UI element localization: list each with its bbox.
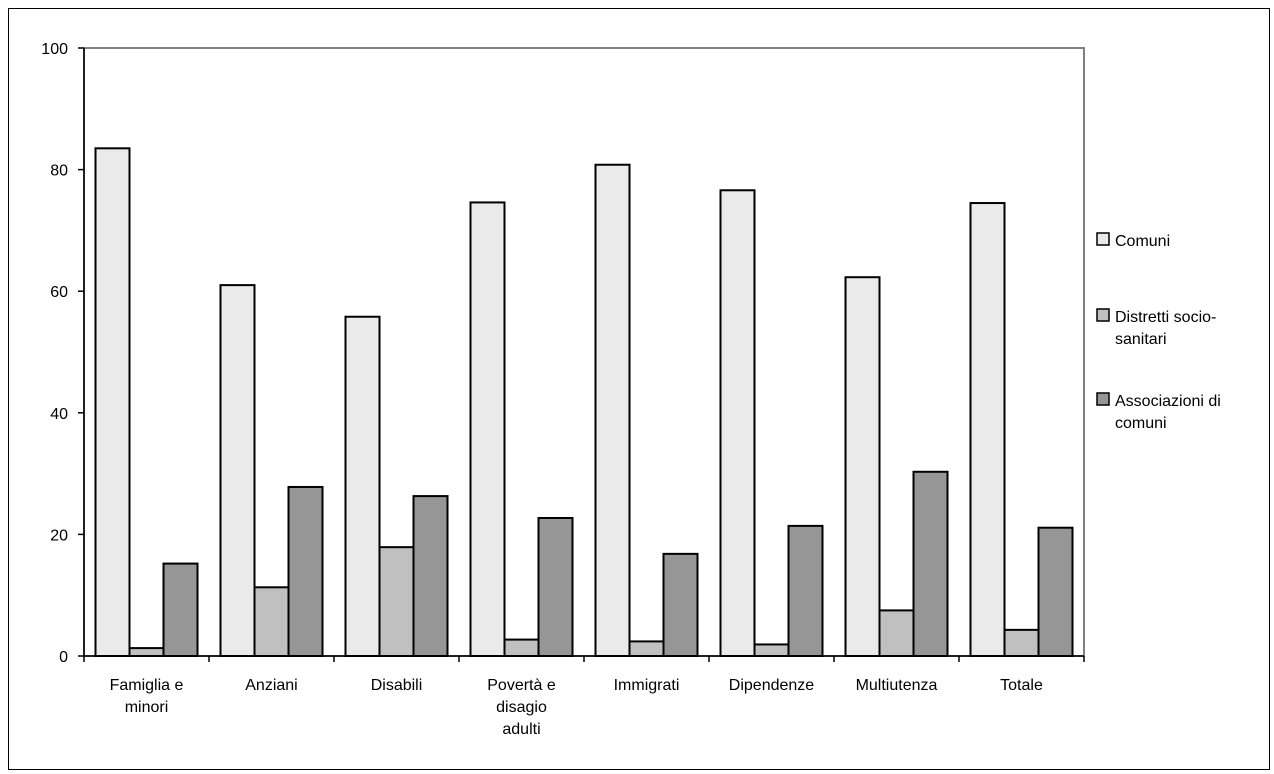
x-tick-label: Anziani (245, 677, 297, 694)
bar-associazioni-di-comuni (162, 562, 199, 657)
x-tick-label: disagio (496, 699, 547, 716)
bar-associazioni-di-comuni (287, 485, 324, 658)
bar-distretti-socio-sanitari (503, 638, 540, 657)
bar-distretti-socio-sanitari (378, 546, 415, 658)
bars-group (94, 147, 1074, 658)
bar-associazioni-di-comuni (787, 524, 824, 657)
bar-comuni (219, 284, 256, 657)
bar-comuni (844, 276, 881, 657)
x-tick-label: Immigrati (614, 677, 680, 694)
bar-distretti-socio-sanitari (1003, 628, 1040, 658)
legend-label: comuni (1115, 415, 1167, 432)
y-tick-label: 80 (50, 163, 68, 180)
bar-associazioni-di-comuni (912, 470, 949, 657)
y-tick-label: 40 (50, 406, 68, 423)
legend: Comuni Distretti socio-sanitari Associazio… (1096, 232, 1221, 432)
legend-label: Comuni (1115, 233, 1170, 250)
bar-distretti-socio-sanitari (628, 640, 665, 658)
legend-swatch (1096, 308, 1110, 322)
bar-comuni (969, 202, 1006, 657)
y-tick-label: 20 (50, 527, 68, 544)
x-tick-label: Povertà e (487, 677, 556, 694)
x-tick-label: minori (125, 699, 169, 716)
bar-associazioni-di-comuni (412, 495, 449, 658)
x-tick-label: Dipendenze (729, 677, 815, 694)
x-tick-label: adulti (502, 721, 540, 738)
bar-comuni (594, 163, 631, 657)
legend-swatch (1096, 232, 1110, 246)
y-tick-label: 60 (50, 284, 68, 301)
legend-label: Distretti socio- (1115, 309, 1216, 326)
legend-label: Associazioni di (1115, 393, 1221, 410)
y-tick-label: 0 (59, 649, 68, 666)
bar-comuni (469, 201, 506, 657)
x-tick-label: Disabili (371, 677, 423, 694)
bar-distretti-socio-sanitari (128, 647, 165, 658)
y-tick-label: 100 (41, 41, 68, 58)
x-tick-label: Famiglia e (110, 677, 184, 694)
axes-group: 0 20 40 60 80 100 Famiglia e minori Anziani Disab… (41, 41, 1085, 738)
bar-associazioni-di-comuni (537, 516, 574, 658)
x-tick-label: Totale (1000, 677, 1043, 694)
bar-comuni (344, 315, 381, 657)
bar-distretti-socio-sanitari (753, 643, 790, 657)
legend-label: sanitari (1115, 331, 1167, 348)
x-tick-label: Multiutenza (856, 677, 938, 694)
legend-swatch (1096, 392, 1110, 406)
bar-distretti-socio-sanitari (253, 586, 290, 658)
bar-comuni (719, 189, 756, 657)
bar-associazioni-di-comuni (1037, 526, 1074, 657)
bar-distretti-socio-sanitari (878, 609, 915, 658)
bar-associazioni-di-comuni (662, 552, 699, 658)
bar-comuni (94, 147, 131, 657)
